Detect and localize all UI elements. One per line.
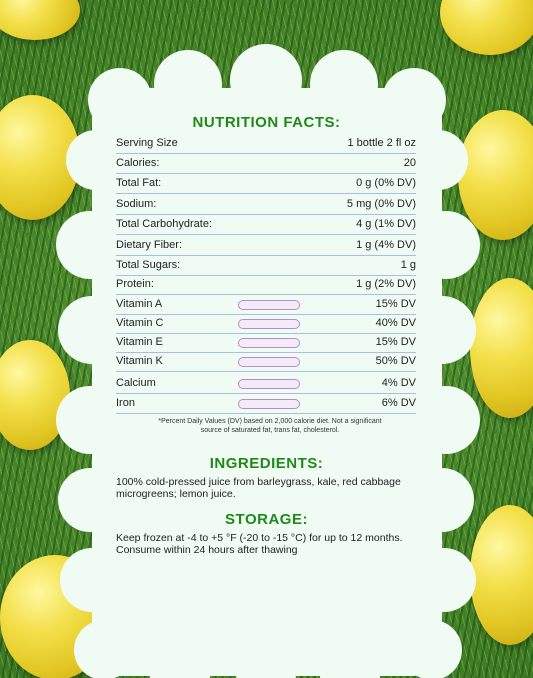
fact-label: Serving Size xyxy=(116,137,178,149)
dv-bar xyxy=(238,379,300,389)
dv-bar xyxy=(238,357,300,367)
vitamin-value: 15% DV xyxy=(375,336,416,348)
ingredients-text: 100% cold-pressed juice from barleygrass… xyxy=(116,476,401,500)
vitamin-label: Calcium xyxy=(116,377,156,389)
fact-value: 1 g (2% DV) xyxy=(356,278,416,290)
dv-bar xyxy=(238,338,300,348)
fact-row: Total Fat: 0 g (0% DV) xyxy=(116,174,416,194)
fact-value: 4 g (1% DV) xyxy=(356,218,416,230)
fact-label: Protein: xyxy=(116,278,154,290)
ingredients-title: INGREDIENTS: xyxy=(209,455,324,472)
fact-value: 20 xyxy=(403,157,416,169)
vitamin-value: 6% DV xyxy=(381,397,416,409)
storage-text: Keep frozen at -4 to +5 °F (-20 to -15 °… xyxy=(116,532,403,556)
fact-row: Serving Size 1 bottle 2 fl oz xyxy=(116,134,416,154)
vitamin-row: Calcium 4% DV xyxy=(116,374,416,394)
fact-label: Total Carbohydrate: xyxy=(116,218,212,230)
fact-row: Total Carbohydrate: 4 g (1% DV) xyxy=(116,215,416,235)
dv-bar xyxy=(238,319,300,329)
vitamin-value: 4% DV xyxy=(381,377,416,389)
fact-label: Total Sugars: xyxy=(116,259,181,271)
fact-label: Dietary Fiber: xyxy=(116,239,183,251)
fact-row: Sodium: 5 mg (0% DV) xyxy=(116,195,416,215)
fact-value: 1 g xyxy=(400,259,416,271)
fact-label: Sodium: xyxy=(116,198,157,210)
fact-value: 1 g (4% DV) xyxy=(356,239,416,251)
fact-row: Total Sugars: 1 g xyxy=(116,256,416,276)
fact-label: Calories: xyxy=(116,157,160,169)
vitamin-label: Iron xyxy=(116,397,135,409)
storage-title: STORAGE: xyxy=(225,511,308,528)
vitamin-row: Iron 6% DV xyxy=(116,394,416,414)
vitamin-row: Vitamin K 50% DV xyxy=(116,352,416,372)
dv-bar xyxy=(238,300,300,310)
vitamin-label: Vitamin C xyxy=(116,317,164,329)
fact-row: Calories: 20 xyxy=(116,154,416,174)
vitamin-label: Vitamin E xyxy=(116,336,163,348)
lemon-bottom-right xyxy=(470,505,533,645)
fact-value: 5 mg (0% DV) xyxy=(346,198,416,210)
vitamin-label: Vitamin K xyxy=(116,355,163,367)
vitamin-row: Vitamin E 15% DV xyxy=(116,333,416,353)
fact-value: 1 bottle 2 fl oz xyxy=(347,137,417,149)
fact-row: Protein: 1 g (2% DV) xyxy=(116,275,416,295)
vitamin-value: 15% DV xyxy=(375,298,416,310)
fact-value: 0 g (0% DV) xyxy=(356,177,416,189)
vitamin-row: Vitamin A 15% DV xyxy=(116,295,416,315)
dv-bar xyxy=(238,399,300,409)
dv-footnote: *Percent Daily Values (DV) based on 2,00… xyxy=(158,418,382,434)
lemon-right-middle xyxy=(470,278,533,418)
vitamin-value: 50% DV xyxy=(375,355,416,367)
fact-row: Dietary Fiber: 1 g (4% DV) xyxy=(116,236,416,256)
nutrition-facts-title: NUTRITION FACTS: xyxy=(192,114,341,131)
vitamin-value: 40% DV xyxy=(375,317,416,329)
vitamin-label: Vitamin A xyxy=(116,298,163,310)
fact-label: Total Fat: xyxy=(116,177,162,189)
vitamin-row: Vitamin C 40% DV xyxy=(116,314,416,334)
lemon-right-upper xyxy=(458,110,533,240)
